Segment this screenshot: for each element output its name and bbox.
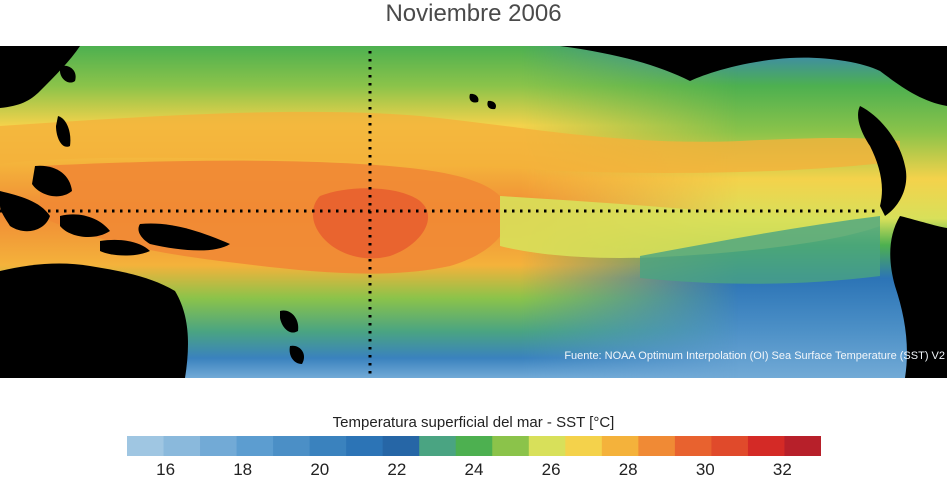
colorbar-segment <box>382 436 420 456</box>
colorbar-tick-label: 28 <box>618 460 638 479</box>
colorbar-segment <box>638 436 676 456</box>
colorbar <box>127 436 821 456</box>
colorbar-segment <box>492 436 530 456</box>
land-masses <box>0 46 947 378</box>
hawaii-islands <box>469 93 497 110</box>
colorbar-tick-label: 32 <box>772 460 792 479</box>
colorbar-tick-label: 30 <box>695 460 715 479</box>
sst-map <box>0 46 947 378</box>
maritime-continent <box>0 191 150 256</box>
map-title: Noviembre 2006 <box>385 0 562 27</box>
colorbar-segment <box>784 436 821 456</box>
colorbar-segment <box>346 436 384 456</box>
colorbar-segment <box>127 436 165 456</box>
hot-core <box>312 188 429 259</box>
colorbar-segment <box>747 436 786 456</box>
colorbar-tick-label: 18 <box>233 460 253 479</box>
colorbar-segment <box>528 436 566 456</box>
colorbar-tick-label: 22 <box>387 460 407 479</box>
colorbar-tick-label: 16 <box>156 460 176 479</box>
north-america-land <box>560 46 947 106</box>
data-source-note: Fuente: NOAA Optimum Interpolation (OI) … <box>564 350 945 362</box>
colorbar-label: Temperatura superficial del mar - SST [°… <box>332 414 615 431</box>
colorbar-tick-label: 26 <box>541 460 561 479</box>
south-america-land <box>890 216 947 378</box>
colorbar-segment <box>200 436 238 456</box>
japan-land <box>60 65 76 83</box>
central-america-land <box>858 106 907 216</box>
colorbar-segment <box>273 436 311 456</box>
colorbar-segment <box>711 436 749 456</box>
new-guinea-land <box>138 223 230 251</box>
colorbar-segment <box>419 436 457 456</box>
colorbar-ticks: 16 18 20 22 24 26 28 30 32 <box>127 460 821 480</box>
colorbar-segment <box>565 436 603 456</box>
borneo-land <box>32 165 72 197</box>
colorbar-segment <box>236 436 274 456</box>
colorbar-tick-label: 24 <box>464 460 484 479</box>
new-zealand-land <box>280 310 305 364</box>
east-cool-band <box>640 216 880 284</box>
philippines-land <box>56 116 71 147</box>
colorbar-segment <box>455 436 493 456</box>
australia-land <box>0 263 188 378</box>
colorbar-segment <box>674 436 713 456</box>
colorbar-segment <box>163 436 201 456</box>
colorbar-segment <box>309 436 347 456</box>
north-warm-band <box>0 111 900 173</box>
asia-land <box>0 46 80 108</box>
colorbar-tick-label: 20 <box>310 460 330 479</box>
colorbar-segment <box>601 436 639 456</box>
